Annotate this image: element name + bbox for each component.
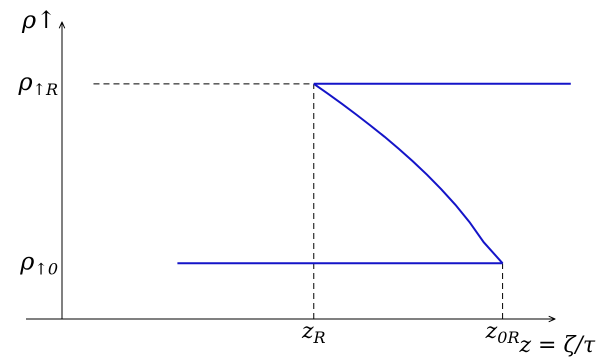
x-axis-label: z = ζ/τ: [518, 333, 595, 358]
x-tick-label-zR: zR: [301, 319, 326, 347]
y-tick-label-rhoR: ρ↑R: [17, 68, 58, 99]
y-tick-label-rho0: ρ↑0: [19, 247, 58, 278]
x-tick-label-z0R: z0R: [485, 319, 520, 347]
series-line-2: [313, 82, 504, 264]
y-axis-label: ρ↑: [21, 6, 56, 34]
